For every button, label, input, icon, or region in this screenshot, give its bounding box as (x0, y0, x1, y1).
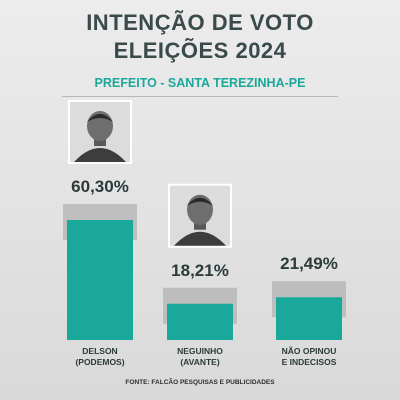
value-label-3: 21,49% (280, 254, 338, 273)
value-label-1: 60,30% (71, 177, 129, 196)
subtitle-divider (62, 96, 338, 97)
chart-subtitle: PREFEITO - SANTA TEREZINHA-PE (94, 76, 306, 90)
category-label-1-line-2: (PODEMOS) (75, 357, 124, 367)
bar-2 (167, 303, 233, 340)
chart-title-line-1: INTENÇÃO DE VOTO (86, 10, 314, 35)
candidate-photo-2 (168, 183, 232, 248)
value-label-2: 18,21% (171, 261, 229, 280)
category-label-1-line-1: DELSON (82, 346, 117, 356)
category-label-2-line-1: NEGUINHO (177, 346, 223, 356)
chart-title-line-2: ELEIÇÕES 2024 (113, 38, 287, 63)
candidate-photo-1 (68, 100, 132, 165)
category-label-3-line-2: E INDECISOS (282, 357, 337, 367)
source-note: FONTE: FALCÃO PESQUISAS E PUBLICIDADES (125, 379, 275, 386)
bar-1 (67, 220, 133, 340)
category-label-3-line-1: NÃO OPINOU (282, 346, 337, 356)
category-label-2-line-2: (AVANTE) (180, 357, 220, 367)
bar-3 (276, 297, 342, 340)
